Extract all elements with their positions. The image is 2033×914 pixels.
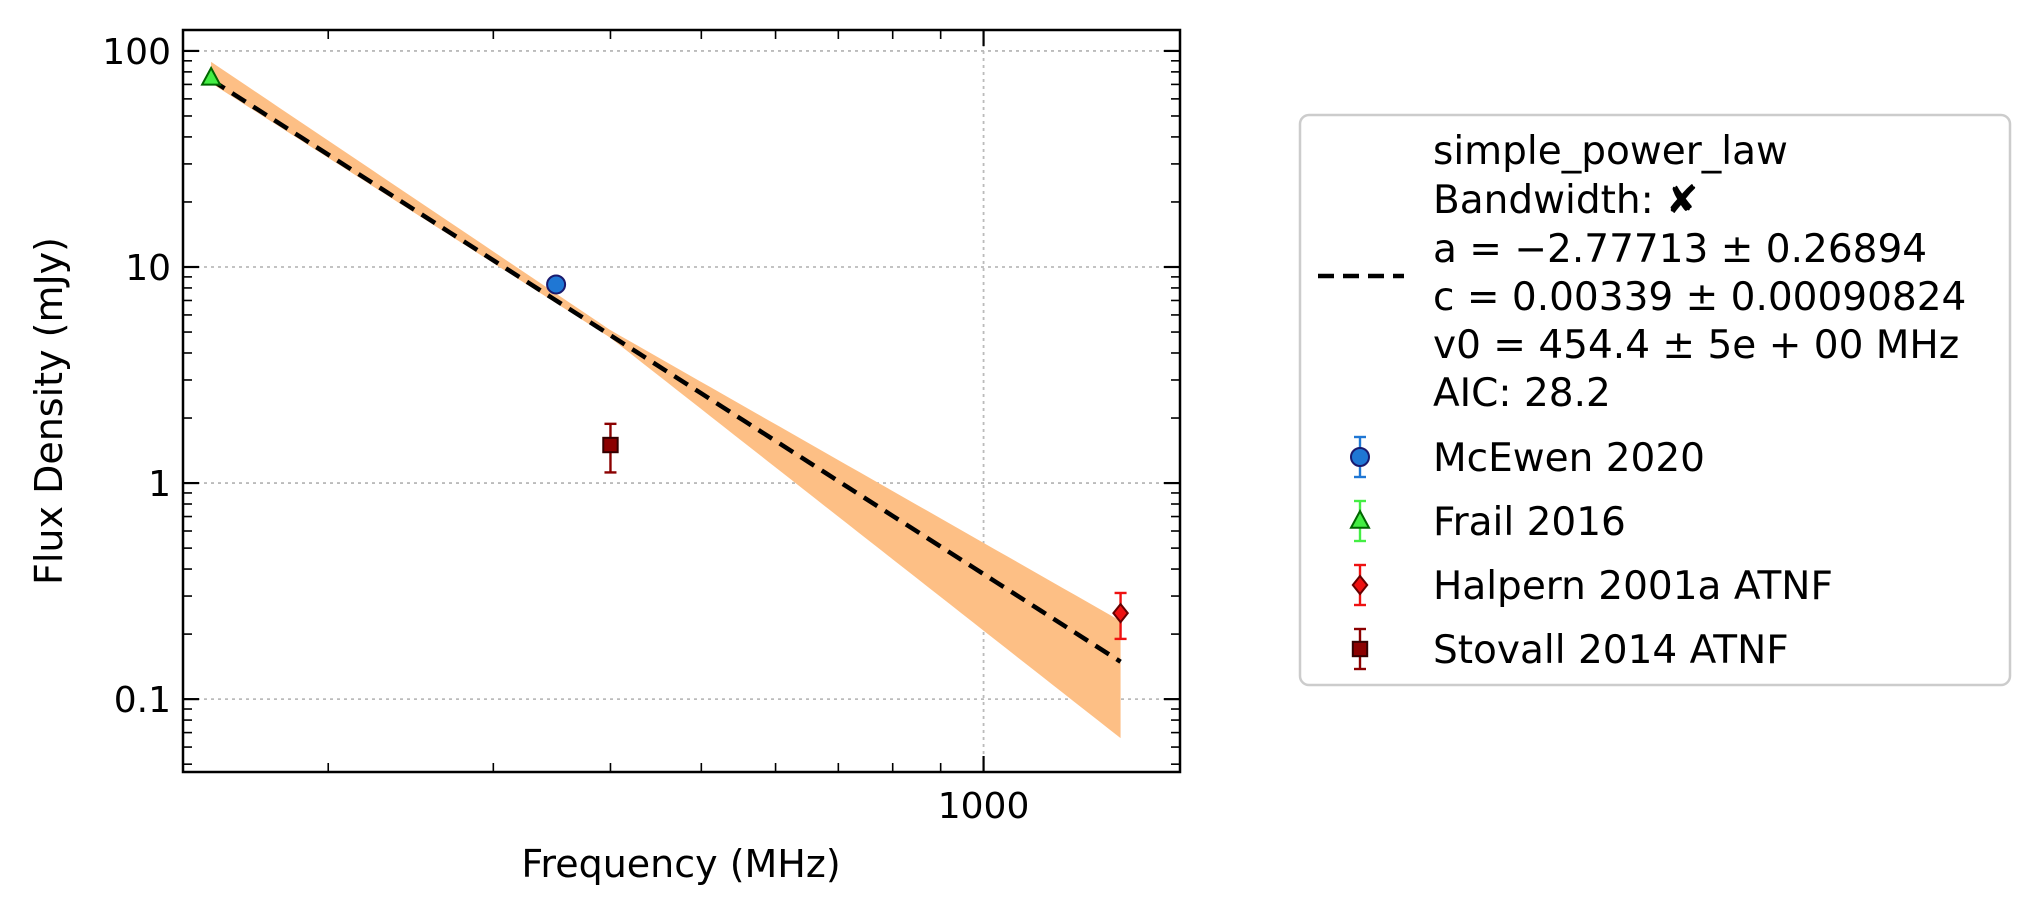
legend: simple_power_law Bandwidth: ✘ a = −2.7771… xyxy=(1298,113,2012,687)
data-point-mcewen-2020 xyxy=(546,274,567,295)
legend-label-stovall-2014-atnf: Stovall 2014 ATNF xyxy=(1433,628,1789,673)
legend-series-entries: McEwen 2020 Frail 2016 Halpern 2001a ATNF S… xyxy=(1349,435,1833,673)
legend-label-mcewen-2020: McEwen 2020 xyxy=(1433,436,1705,481)
legend-marker-halpern-2001a-atnf xyxy=(1351,574,1369,596)
plot-frame xyxy=(181,28,1182,774)
fit-layer xyxy=(209,61,1122,739)
legend-fit-aic: AIC: 28.2 xyxy=(1433,371,1611,416)
x-tick-label: 1000 xyxy=(938,786,1030,827)
data-point-halpern-2001a-atnf xyxy=(1112,602,1130,624)
legend-fit-param-c: c = 0.00339 ± 0.00090824 xyxy=(1433,275,1966,320)
bandwidth-cross-icon: ✘ xyxy=(1666,178,1699,223)
legend-box xyxy=(1298,113,2012,687)
y-tick-label: 100 xyxy=(102,32,171,73)
x-axis-title: Frequency (MHz) xyxy=(521,842,840,886)
y-tick-label: 1 xyxy=(148,464,171,505)
legend-fit-model: simple_power_law xyxy=(1433,129,1788,174)
legend-fit-param-v0: v0 = 454.4 ± 5e + 00 MHz xyxy=(1433,323,1959,368)
legend-fit-bandwidth: Bandwidth: ✘ xyxy=(1433,178,1698,223)
y-tick-label: 0.1 xyxy=(114,680,171,721)
legend-marker-mcewen-2020 xyxy=(1350,447,1370,467)
grid-lines xyxy=(183,30,1180,772)
data-point-frail-2016 xyxy=(200,65,222,86)
data-point-stovall-2014-atnf xyxy=(602,436,619,454)
legend-marker-frail-2016 xyxy=(1349,508,1371,529)
data-points xyxy=(200,65,1130,641)
fit-line xyxy=(209,77,1122,664)
legend-fit-param-a: a = −2.77713 ± 0.26894 xyxy=(1433,227,1927,272)
y-tick-label: 10 xyxy=(125,248,171,289)
fit-uncertainty-band xyxy=(211,61,1121,739)
y-axis-title: Flux Density (mJy) xyxy=(27,237,71,585)
legend-label-frail-2016: Frail 2016 xyxy=(1433,500,1626,545)
legend-marker-stovall-2014-atnf xyxy=(1351,640,1369,658)
legend-label-halpern-2001a-atnf: Halpern 2001a ATNF xyxy=(1433,564,1833,609)
legend-bandwidth-label: Bandwidth: xyxy=(1433,178,1654,223)
tick-labels: 1000 100 10 1 0.1 xyxy=(102,32,1029,827)
axis-ticks xyxy=(183,30,1180,772)
